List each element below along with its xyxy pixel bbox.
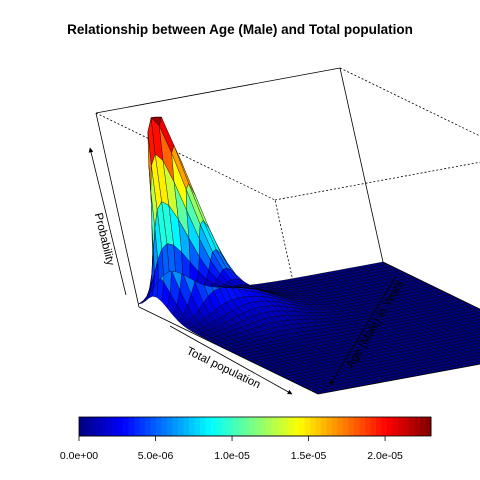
colorbar-swatch [216,417,223,436]
colorbar-swatch [101,417,107,436]
colorbar-swatch [304,417,311,436]
colorbar-swatch [178,417,184,436]
box-edge [95,67,341,114]
colorbar-swatch [359,417,366,436]
colorbar-swatch [200,417,206,436]
colorbar-swatch [139,417,146,436]
y-axis-arrow [329,275,397,386]
colorbar-swatch [90,417,96,436]
colorbar-tick-label: 5.0e-06 [138,450,174,462]
colorbar-swatch [205,417,212,436]
colorbar-swatch [403,417,410,436]
colorbar-swatch [106,417,113,436]
colorbar-swatch [337,417,344,436]
colorbar-swatch [365,417,371,436]
colorbar-swatch [145,417,151,436]
colorbar-swatch [211,417,217,436]
colorbar: 0.0e+00 5.0e-06 1.0e-05 1.5e-05 2.0e-05 [60,416,432,462]
colorbar-swatch [315,417,322,436]
box-edge [95,112,140,308]
colorbar-swatch [348,417,355,436]
colorbar-swatch [150,417,157,436]
colorbar-swatch [332,417,338,436]
colorbar-swatch [95,417,102,436]
chart-title: Relationship between Age (Male) and Tota… [67,22,413,37]
colorbar-swatch [117,417,124,436]
bounding-box-front [138,261,480,395]
colorbar-swatch [282,417,289,436]
colorbar-swatch [376,417,382,436]
colorbar-swatch [293,417,300,436]
z-axis-arrow [88,147,127,296]
box-edge [317,363,480,395]
colorbar-swatch [227,417,234,436]
colorbar-swatch [271,417,278,436]
colorbar-swatch [112,417,118,436]
colorbar-swatch [343,417,349,436]
colorbar-swatch [392,417,399,436]
box-edge [95,112,276,201]
colorbar-swatch [172,417,179,436]
colorbar-swatch [260,417,267,436]
colorbar-swatch [425,417,432,436]
colorbar-swatch [134,417,140,436]
colorbar-swatch [222,417,228,436]
box-edge [274,161,480,201]
colorbar-swatch [387,417,393,436]
colorbar-swatch [249,417,256,436]
colorbar-swatch [79,417,85,436]
colorbar-swatch [381,417,388,436]
colorbar-swatch [194,417,201,436]
box-edge [382,261,480,310]
box-edge [339,67,384,263]
colorbar-swatch [189,417,195,436]
colorbar-swatch [161,417,168,436]
colorbar-swatch [299,417,305,436]
colorbar-swatch [244,417,250,436]
colorbar-swatch [167,417,173,436]
colorbar-swatch [238,417,245,436]
colorbar-swatch [420,417,426,436]
x-axis-arrow [169,325,293,395]
colorbar-swatch [321,417,327,436]
colorbar-swatch [326,417,333,436]
colorbar-swatch [409,417,415,436]
colorbar-swatch [123,417,129,436]
colorbar-swatch [84,417,91,436]
colorbar-swatch [128,417,135,436]
colorbar-swatch [370,417,377,436]
colorbar-tick-label: 1.5e-05 [291,450,327,462]
box-edge [138,306,319,395]
colorbar-swatch [277,417,283,436]
colorbar-swatch [233,417,239,436]
colorbar-swatch [255,417,261,436]
colorbar-tick-label: 1.0e-05 [214,450,250,462]
colorbar-swatch [398,417,404,436]
colorbar-swatch [310,417,316,436]
colorbar-tick-label: 0.0e+00 [60,450,98,462]
colorbar-swatch [156,417,162,436]
colorbar-swatch [266,417,272,436]
box-edge [339,67,480,137]
colorbar-swatch [183,417,190,436]
colorbar-swatch [414,417,421,436]
colorbar-tick-label: 2.0e-05 [367,450,403,462]
colorbar-swatch [354,417,360,436]
colorbar-swatch [288,417,294,436]
